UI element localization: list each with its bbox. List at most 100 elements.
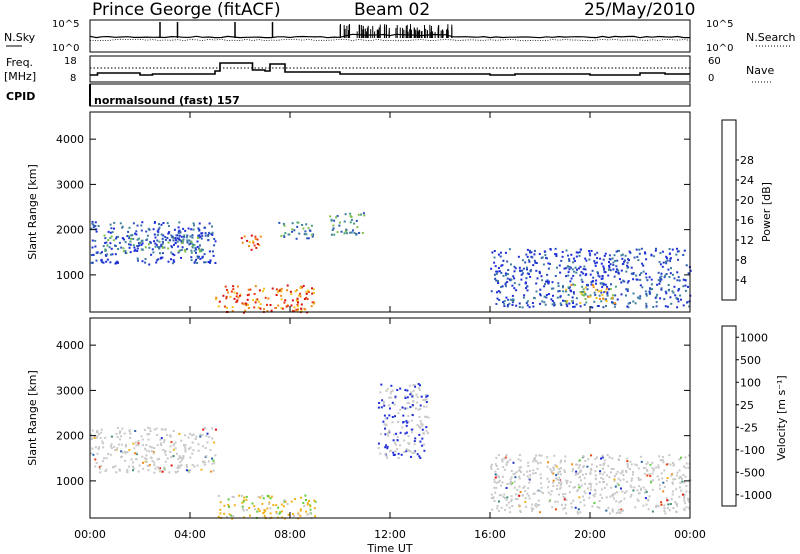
- data-cell: [148, 246, 151, 249]
- data-cell: [427, 416, 430, 419]
- data-cell: [519, 491, 522, 493]
- data-cell: [264, 296, 267, 299]
- data-cell: [547, 461, 550, 464]
- data-cell: [412, 428, 414, 431]
- data-cell: [564, 460, 567, 463]
- data-cell: [170, 441, 173, 444]
- data-cell: [634, 302, 637, 305]
- data-cell: [546, 465, 549, 468]
- y-tick-label: 2000: [56, 430, 84, 443]
- data-cell: [211, 233, 214, 236]
- data-cell: [307, 237, 310, 240]
- data-cell: [140, 224, 143, 227]
- data-cell: [672, 490, 674, 493]
- data-cell: [286, 284, 289, 287]
- colorbar-tick-label: 1000: [740, 331, 768, 344]
- data-cell: [112, 466, 115, 469]
- data-cell: [401, 406, 404, 409]
- data-cell: [606, 292, 609, 295]
- data-cell: [152, 251, 155, 254]
- data-cell: [659, 263, 662, 266]
- data-cell: [231, 310, 234, 312]
- data-cell: [101, 460, 104, 463]
- data-cell: [629, 301, 631, 304]
- data-cell: [510, 263, 512, 266]
- data-cell: [424, 394, 427, 396]
- data-cell: [282, 222, 285, 225]
- data-cell: [511, 482, 514, 485]
- data-cell: [493, 273, 496, 276]
- data-cell: [199, 433, 202, 436]
- data-cell: [540, 490, 543, 493]
- data-cell: [413, 443, 416, 446]
- data-cell: [544, 254, 547, 257]
- data-cell: [311, 301, 314, 304]
- data-cell: [421, 423, 424, 426]
- data-cell: [649, 292, 652, 295]
- data-cell: [275, 288, 278, 291]
- data-cell: [667, 268, 670, 271]
- data-cell: [421, 444, 424, 447]
- data-cell: [616, 482, 619, 485]
- data-cell: [515, 493, 518, 496]
- data-cell: [505, 454, 508, 457]
- data-cell: [518, 266, 521, 269]
- data-cell: [178, 229, 181, 232]
- data-cell: [300, 307, 303, 310]
- data-cell: [129, 437, 132, 439]
- data-cell: [355, 233, 358, 236]
- data-cell: [197, 236, 199, 239]
- data-cell: [344, 230, 347, 233]
- data-cell: [496, 504, 499, 507]
- nsearch-tick-bottom: 10^0: [706, 43, 733, 54]
- data-cell: [532, 460, 535, 463]
- data-cell: [232, 288, 235, 291]
- data-cell: [232, 515, 235, 518]
- data-cell: [232, 496, 235, 498]
- data-cell: [245, 498, 248, 501]
- data-cell: [114, 244, 117, 247]
- data-cell: [293, 229, 296, 232]
- data-cell: [241, 505, 244, 508]
- data-cell: [570, 300, 573, 303]
- data-cell: [560, 503, 563, 506]
- data-cell: [159, 442, 162, 445]
- data-cell: [587, 284, 589, 287]
- data-cell: [345, 228, 348, 231]
- data-cell: [683, 507, 686, 510]
- data-cell: [113, 221, 116, 224]
- data-cell: [129, 251, 132, 254]
- data-cell: [562, 299, 564, 302]
- data-cell: [299, 292, 302, 295]
- data-cell: [199, 435, 202, 438]
- data-cell: [305, 292, 308, 295]
- data-cell: [263, 308, 265, 311]
- data-cell: [335, 216, 338, 219]
- data-cell: [139, 241, 142, 244]
- data-cell: [231, 306, 234, 309]
- data-cell: [639, 297, 642, 300]
- data-cell: [425, 426, 428, 429]
- data-cell: [158, 240, 161, 243]
- data-cell: [494, 491, 497, 494]
- data-cell: [645, 463, 648, 466]
- data-cell: [546, 273, 549, 276]
- data-cell: [391, 421, 394, 424]
- data-cell: [155, 427, 158, 430]
- data-cell: [258, 243, 261, 246]
- data-cell: [562, 285, 564, 288]
- data-cell: [637, 500, 640, 502]
- data-cell: [494, 473, 497, 476]
- data-cell: [583, 291, 586, 294]
- data-cell: [626, 463, 629, 465]
- data-cell: [524, 490, 527, 493]
- data-cell: [213, 244, 216, 247]
- data-cell: [678, 458, 681, 461]
- power-colorbar-label: Power [dB]: [760, 182, 773, 242]
- data-cell: [416, 401, 419, 404]
- data-cell: [360, 213, 362, 216]
- data-cell: [377, 406, 380, 409]
- data-cell: [187, 227, 190, 230]
- data-cell: [644, 488, 647, 491]
